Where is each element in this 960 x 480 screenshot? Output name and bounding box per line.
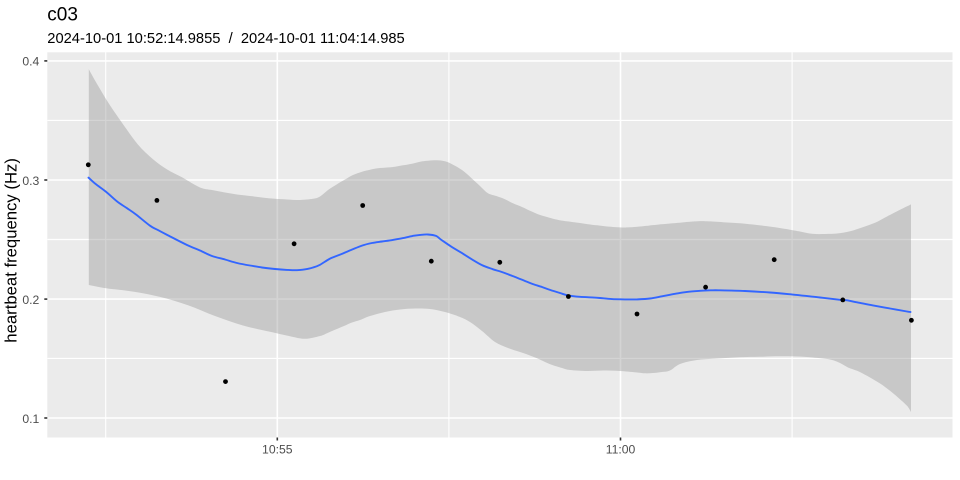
svg-text:2024-10-01 10:52:14.9855 / 2: 2024-10-01 10:52:14.9855 / 2024-10-01 11… [47,31,404,47]
svg-text:heartbeat frequency (Hz): heartbeat frequency (Hz) [2,158,21,343]
svg-text:0.3: 0.3 [22,174,39,188]
svg-text:c03: c03 [47,5,78,26]
svg-text:0.4: 0.4 [22,55,39,69]
svg-text:0.1: 0.1 [22,412,39,426]
svg-text:11:00: 11:00 [606,443,636,457]
svg-text:0.2: 0.2 [22,293,39,307]
svg-text:10:55: 10:55 [262,443,293,457]
